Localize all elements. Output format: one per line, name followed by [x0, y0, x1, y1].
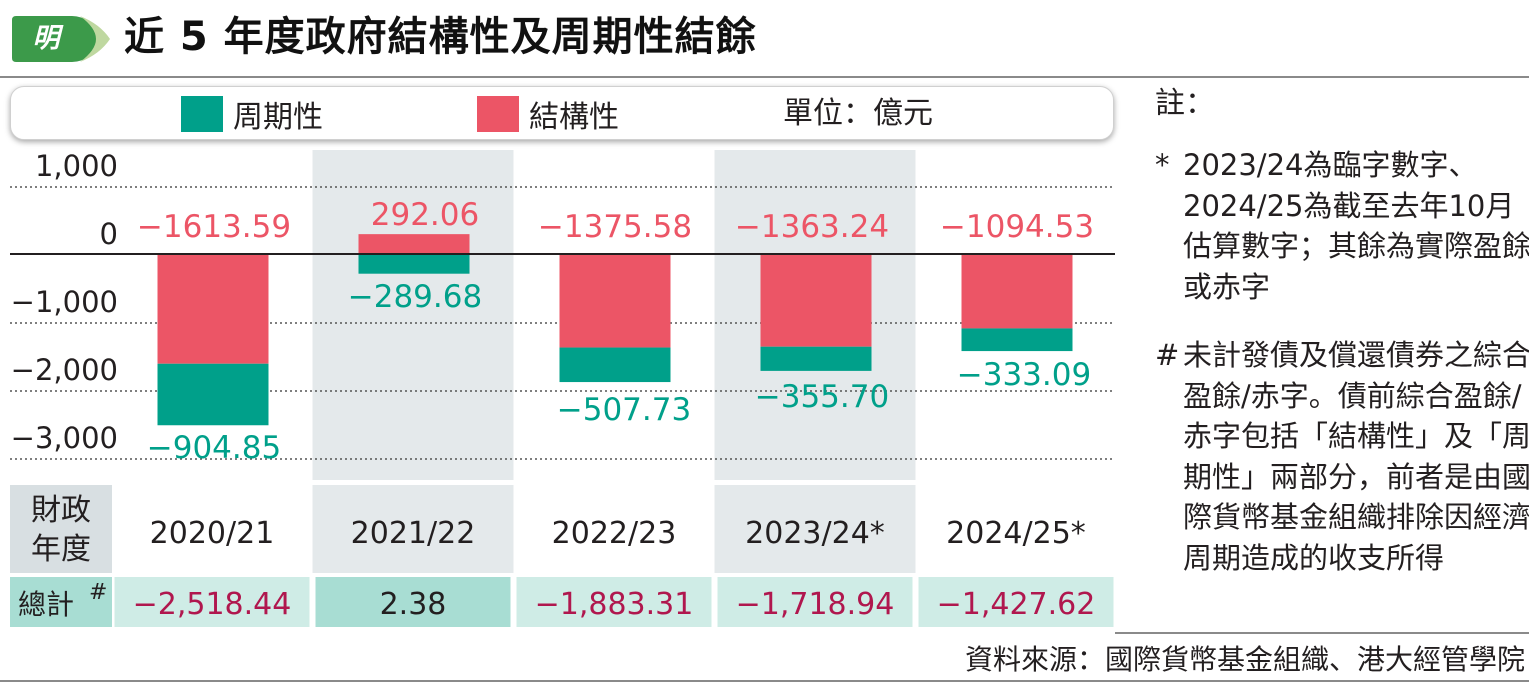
row-header-cell: [10, 485, 112, 573]
logo-character: 明: [32, 23, 60, 54]
category-label: 2023/24*: [745, 516, 885, 551]
bar-cyclical: [358, 254, 470, 274]
total-cell: [114, 577, 310, 627]
data-label-structural: 292.06: [371, 197, 479, 233]
category-cell-shade: [714, 485, 916, 573]
total-cell: [516, 577, 712, 627]
stacked-bar-chart: 1,000 0 −1,000 −2,000 −3,000 −1613.59 −904.85 2…: [10, 149, 1115, 627]
y-tick-label: 1,000: [35, 149, 118, 183]
unit-label: 單位：億元: [783, 96, 933, 131]
source-divider: [1115, 632, 1529, 634]
total-value: −1,427.62: [937, 587, 1096, 622]
note-text-hash: 未計發債及償還債券之綜合盈餘/赤字。債前綜合盈餘/赤字包括「結構性」及「周期性」…: [1183, 338, 1529, 575]
bar-structural: [559, 254, 671, 348]
row-header-text: 財政: [31, 493, 91, 528]
total-value: −1,883.31: [535, 587, 694, 622]
bar-structural: [358, 234, 470, 254]
top-divider: [0, 76, 1529, 78]
data-label-cyclical: −355.70: [755, 379, 889, 415]
legend-swatch-structural: [477, 96, 519, 132]
data-label-cyclical: −289.68: [348, 279, 482, 315]
chart-title: 近 5 年度政府結構性及周期性結餘: [124, 14, 757, 60]
y-tick-label: 0: [100, 217, 118, 251]
legend-item-structural: 結構性: [477, 87, 619, 141]
bar-cyclical: [157, 363, 269, 426]
y-tick-label: −3,000: [11, 421, 118, 455]
data-label-structural: −1375.58: [538, 209, 692, 245]
category-label: 2022/23: [552, 516, 677, 551]
legend-label-cyclical: 周期性: [233, 100, 323, 135]
total-header-mark: #: [89, 580, 107, 605]
legend: 周期性 結構性 單位：億元: [10, 86, 1114, 140]
category-label: 2020/21: [150, 516, 275, 551]
category-cell-shade: [312, 485, 514, 573]
note-mark-asterisk: *: [1155, 148, 1170, 182]
total-value: −1,718.94: [736, 587, 895, 622]
y-tick-label: −2,000: [11, 353, 118, 387]
total-value: −2,518.44: [133, 587, 292, 622]
total-cell: [918, 577, 1114, 627]
total-cell: [315, 577, 511, 627]
y-tick-label: −1,000: [11, 285, 118, 319]
total-header-text: 總計: [18, 588, 74, 621]
mingpao-logo: 明: [10, 10, 114, 68]
bar-structural: [760, 254, 872, 347]
data-label-structural: −1613.59: [137, 209, 291, 245]
shaded-column-202122: [312, 150, 514, 480]
total-value: 2.38: [380, 587, 447, 622]
row-header-text: 年度: [31, 532, 91, 567]
bar-cyclical: [760, 346, 872, 371]
legend-item-cyclical: 周期性: [181, 87, 323, 141]
bar-structural: [157, 254, 269, 364]
bar-cyclical: [559, 347, 671, 383]
legend-label-structural: 結構性: [529, 100, 619, 135]
bar-cyclical: [961, 328, 1073, 352]
data-label-cyclical: −507.73: [557, 392, 691, 428]
source-text: 資料來源：國際貨幣基金組織、港大經管學院: [964, 643, 1525, 676]
category-label: 2024/25*: [946, 516, 1086, 551]
note-mark-hash: #: [1155, 338, 1180, 372]
total-cell: [717, 577, 913, 627]
legend-swatch-cyclical: [181, 96, 223, 132]
data-label-structural: −1363.24: [735, 209, 889, 245]
data-label-cyclical: −333.09: [957, 357, 1091, 393]
logo-badge: [12, 16, 110, 62]
category-label: 2021/22: [351, 516, 476, 551]
data-label-cyclical: −904.85: [147, 430, 281, 466]
data-label-structural: −1094.53: [940, 209, 1094, 245]
note-text-asterisk: 2023/24為臨字數字、2024/25為截至去年10月估算數字；其餘為實際盈餘…: [1183, 148, 1529, 304]
bar-structural: [961, 254, 1073, 329]
total-header-cell: [10, 577, 112, 627]
notes-heading: 註：: [1155, 86, 1215, 121]
bottom-divider: [0, 680, 1529, 682]
